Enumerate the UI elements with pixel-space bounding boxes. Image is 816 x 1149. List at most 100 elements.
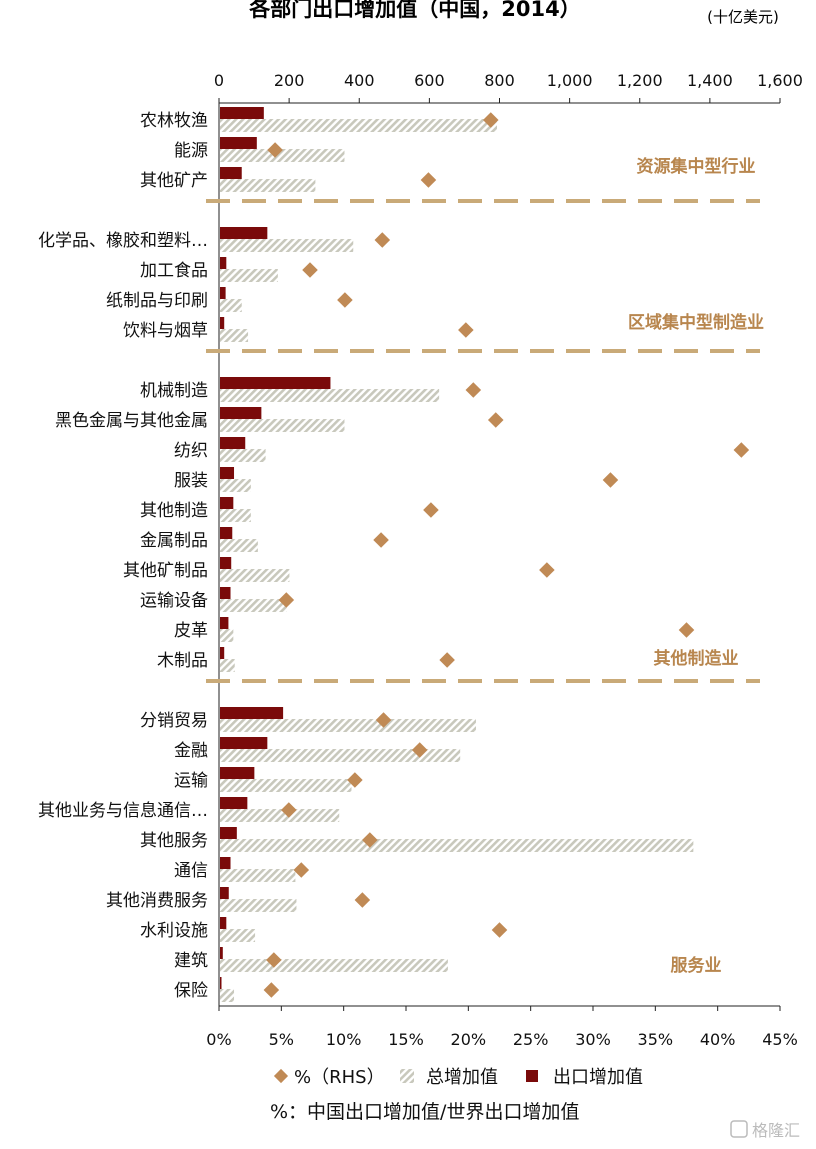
- legend-pct-label: %（RHS）: [294, 1067, 385, 1088]
- category-label: 水利设施: [140, 921, 208, 941]
- category-label: 其他矿制品: [123, 561, 208, 581]
- total-va-bar: [220, 179, 316, 192]
- category-label: 能源: [174, 141, 208, 161]
- category-label: 保险: [174, 981, 208, 1001]
- bottom-tick-label: 25%: [513, 1030, 549, 1049]
- group-label: 其他制造业: [654, 648, 739, 669]
- category-label: 金融: [174, 741, 208, 761]
- legend-total-marker: [400, 1069, 414, 1083]
- total-va-bar: [220, 389, 440, 402]
- export-va-bar: [220, 707, 284, 719]
- export-va-bar: [220, 647, 225, 659]
- top-tick-label: 1,400: [687, 71, 733, 90]
- pct-diamond: [302, 262, 318, 278]
- total-va-bar: [220, 299, 242, 312]
- category-label: 运输设备: [140, 591, 208, 611]
- pct-diamond: [423, 502, 439, 518]
- pct-diamond: [374, 232, 391, 248]
- export-va-bar: [220, 137, 257, 149]
- pct-diamond: [465, 382, 482, 398]
- export-va-bar: [220, 407, 262, 419]
- category-label: 机械制造: [140, 381, 208, 401]
- watermark: 格隆汇: [730, 1120, 800, 1140]
- export-va-bar: [220, 857, 231, 869]
- group-label: 区域集中型制造业: [628, 312, 764, 333]
- total-va-bar: [220, 869, 296, 882]
- total-va-bar: [220, 659, 235, 672]
- category-label: 金属制品: [140, 531, 208, 551]
- group-label: 服务业: [671, 955, 722, 976]
- export-va-bar: [220, 287, 226, 299]
- top-tick-label: 1,200: [617, 71, 663, 90]
- total-va-bar: [220, 569, 290, 582]
- export-va-bar: [220, 917, 227, 929]
- total-va-bar: [220, 239, 354, 252]
- pct-diamond: [733, 442, 750, 458]
- category-label: 纺织: [174, 441, 208, 461]
- total-va-bar: [220, 899, 297, 912]
- category-label: 运输: [174, 771, 208, 791]
- category-label: 其他矿产: [140, 171, 208, 191]
- total-va-bar: [220, 599, 287, 612]
- top-tick-label: 0: [214, 71, 224, 90]
- export-va-bar: [220, 617, 229, 629]
- bottom-tick-label: 5%: [269, 1030, 294, 1049]
- pct-diamond: [373, 532, 389, 548]
- category-label: 建筑: [174, 951, 208, 971]
- chart-title: 各部门出口增加值（中国，2014）: [248, 0, 580, 21]
- export-va-bar: [220, 587, 231, 599]
- pct-diamond: [602, 472, 619, 488]
- plot-area: 0 200 400 600 800 1,000 1,200 1,400 1,600 0% 5% 10%…: [38, 71, 803, 1049]
- category-label: 其他消费服务: [106, 891, 208, 911]
- category-label: 木制品: [157, 651, 208, 671]
- legend-export-label: 出口增加值: [553, 1067, 643, 1088]
- watermark-logo-icon: [730, 1120, 748, 1138]
- unit-note: (十亿美元): [707, 8, 779, 26]
- total-va-bar: [220, 449, 266, 462]
- legend-export-marker: [526, 1070, 538, 1082]
- total-va-bar: [220, 749, 461, 762]
- pct-diamond: [293, 862, 310, 878]
- export-va-bar: [220, 227, 268, 239]
- category-label: 农林牧渔: [140, 111, 208, 131]
- pct-diamond: [420, 172, 437, 188]
- total-va-bar: [220, 719, 476, 732]
- legend-pct-marker: [273, 1068, 289, 1084]
- total-va-bar: [220, 929, 256, 942]
- legend: %（RHS） 总增加值 出口增加值: [273, 1067, 643, 1088]
- group-label: 资源集中型行业: [637, 156, 756, 177]
- export-va-bar: [220, 887, 229, 899]
- legend-total-label: 总增加值: [426, 1067, 498, 1088]
- export-va-bar: [220, 977, 222, 989]
- total-va-bar: [220, 539, 258, 552]
- export-va-bar: [220, 467, 235, 479]
- bottom-tick-label: 15%: [388, 1030, 424, 1049]
- bottom-tick-label: 45%: [762, 1030, 798, 1049]
- pct-diamond: [439, 652, 455, 668]
- pct-diamond: [458, 322, 474, 338]
- pct-diamond: [678, 622, 695, 638]
- category-label: 化学品、橡胶和塑料…: [38, 231, 208, 251]
- export-va-bar: [220, 947, 223, 959]
- total-va-bar: [220, 329, 249, 342]
- bottom-tick-label: 30%: [575, 1030, 611, 1049]
- total-va-bar: [220, 509, 251, 522]
- category-label: 纸制品与印刷: [106, 291, 208, 311]
- category-label: 其他业务与信息通信…: [38, 801, 208, 821]
- category-label: 黑色金属与其他金属: [55, 411, 208, 431]
- category-label: 分销贸易: [140, 711, 208, 731]
- category-label: 饮料与烟草: [123, 321, 208, 341]
- total-va-bar: [220, 479, 251, 492]
- category-label: 其他制造: [140, 501, 208, 521]
- category-label: 皮革: [174, 621, 208, 641]
- category-label: 服装: [174, 471, 208, 491]
- export-va-bar: [220, 527, 233, 539]
- total-va-bar: [220, 989, 235, 1002]
- category-label: 通信: [174, 861, 208, 881]
- export-va-bar: [220, 767, 255, 779]
- total-va-bar: [220, 779, 352, 792]
- bottom-tick-label: 0%: [206, 1030, 231, 1049]
- pct-diamond: [539, 562, 555, 578]
- export-va-bar: [220, 497, 234, 509]
